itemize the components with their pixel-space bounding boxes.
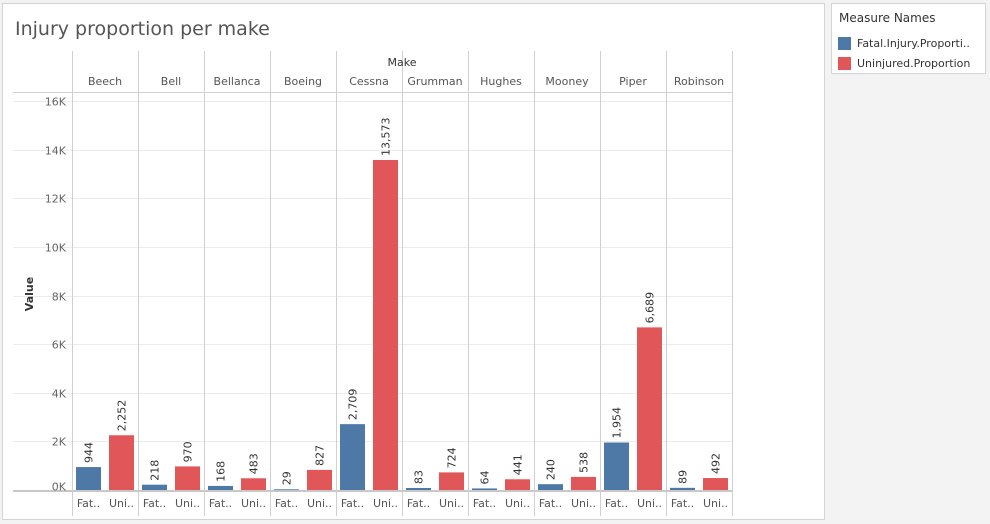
bar [307, 469, 332, 490]
x-tick-label: Fat.. [275, 497, 298, 510]
bar-value-label: 483 [248, 453, 261, 474]
x-tick-label: Fat.. [341, 497, 364, 510]
y-tick-label: 12K [45, 193, 67, 206]
bar-value-label: 441 [512, 454, 525, 475]
bar-value-label: 492 [710, 453, 723, 474]
bar-value-label: 64 [479, 470, 492, 484]
y-tick-label: 14K [45, 145, 67, 158]
bar-value-label: 538 [578, 452, 591, 473]
y-tick-label: 10K [45, 242, 67, 255]
category-label: Robinson [674, 75, 724, 88]
x-tick-label: Fat.. [77, 497, 100, 510]
bar [538, 484, 563, 490]
bar [208, 485, 233, 490]
bar [76, 467, 101, 490]
column-header-title: Make [388, 56, 417, 69]
bar [109, 435, 134, 490]
y-tick-label: 6K [52, 339, 67, 352]
bar [637, 327, 662, 490]
category-label: Mooney [545, 75, 589, 88]
bar-value-label: 6,689 [644, 292, 657, 324]
bar-value-label: 89 [677, 470, 690, 484]
x-tick-label: Fat.. [605, 497, 628, 510]
x-tick-label: Uni.. [571, 497, 596, 510]
bar [241, 478, 266, 490]
bar [142, 484, 167, 490]
bar [340, 424, 365, 490]
x-tick-label: Fat.. [671, 497, 694, 510]
y-tick-label: 2K [52, 436, 67, 449]
x-tick-label: Uni.. [241, 497, 266, 510]
bar-chart: 0K 2K 4K 6K 8K 10K 12K 14K 16K Make Value Beech 944 F… [13, 51, 733, 516]
x-tick-label: Uni.. [637, 497, 662, 510]
bar [571, 476, 596, 490]
x-tick-label: Fat.. [143, 497, 166, 510]
x-tick-label: Fat.. [209, 497, 232, 510]
legend-swatch-fatal [838, 37, 851, 50]
bar [373, 160, 398, 490]
bar [274, 489, 299, 491]
legend[interactable]: Measure Names Fatal.Injury.Proporti.. Un… [831, 3, 986, 74]
category-label: Bell [161, 75, 181, 88]
bar-value-label: 240 [545, 459, 558, 480]
category-label: Grumman [407, 75, 462, 88]
y-tick-label: 8K [52, 291, 67, 304]
category-label: Boeing [284, 75, 322, 88]
bar-value-label: 13,573 [380, 118, 393, 157]
y-axis-title: Value [23, 277, 36, 311]
bar-value-label: 827 [314, 445, 327, 466]
bar [472, 488, 497, 490]
x-tick-label: Uni.. [439, 497, 464, 510]
bar-value-label: 944 [83, 442, 96, 463]
x-tick-label: Uni.. [703, 497, 728, 510]
category-label: Cessna [349, 75, 389, 88]
legend-swatch-uninjured [838, 57, 851, 70]
x-tick-label: Fat.. [473, 497, 496, 510]
legend-item-uninjured[interactable]: Uninjured.Proportion [838, 56, 984, 72]
bar-value-label: 1,954 [611, 407, 624, 439]
bar-value-label: 2,252 [116, 400, 129, 432]
bar-value-label: 724 [446, 447, 459, 468]
legend-item-fatal[interactable]: Fatal.Injury.Proporti.. [838, 36, 984, 52]
bar [439, 472, 464, 490]
bar [505, 479, 530, 490]
bar-value-label: 218 [149, 460, 162, 481]
bar-value-label: 83 [413, 470, 426, 484]
x-tick-label: Uni.. [109, 497, 134, 510]
bar [703, 478, 728, 490]
category-label: Bellanca [214, 75, 261, 88]
bar [604, 442, 629, 490]
bar-value-label: 168 [215, 461, 228, 482]
legend-title: Measure Names [839, 11, 936, 25]
y-tick-label: 4K [52, 388, 67, 401]
chart-sheet: Injury proportion per make 0K 2K 4K 6K 8K 10K… [2, 3, 825, 520]
bar [175, 466, 200, 490]
x-tick-label: Uni.. [175, 497, 200, 510]
legend-label-uninjured: Uninjured.Proportion [857, 57, 971, 70]
category-label: Hughes [480, 75, 522, 88]
legend-label-fatal: Fatal.Injury.Proporti.. [857, 37, 970, 50]
bar [670, 487, 695, 490]
y-tick-label: 16K [45, 96, 67, 109]
x-tick-label: Fat.. [539, 497, 562, 510]
chart-title: Injury proportion per make [15, 18, 270, 40]
bar-value-label: 29 [281, 471, 294, 485]
category-label: Piper [619, 75, 647, 88]
x-tick-label: Uni.. [505, 497, 530, 510]
x-tick-label: Uni.. [373, 497, 398, 510]
category-label: Beech [88, 75, 122, 88]
bar [406, 487, 431, 490]
x-tick-label: Uni.. [307, 497, 332, 510]
bar-value-label: 970 [182, 441, 195, 462]
bar-value-label: 2,709 [347, 389, 360, 421]
x-tick-label: Fat.. [407, 497, 430, 510]
y-tick-label: 0K [52, 481, 67, 494]
